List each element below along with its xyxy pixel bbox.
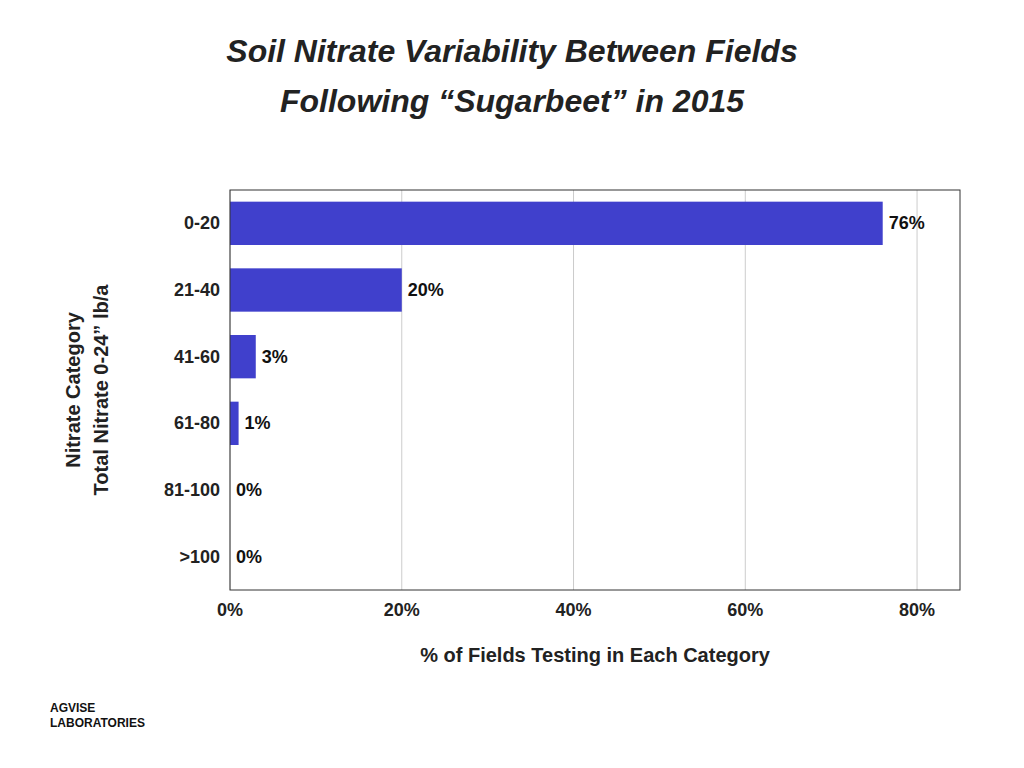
y-tick-label: >100 [179, 547, 220, 567]
data-label: 0% [236, 480, 262, 500]
y-axis: >100 81-100 61-80 41-60 21-40 0-20 [164, 213, 220, 566]
data-labels: 0% 0% 1% 3% 20% 76% [236, 213, 925, 566]
x-tick-label: 80% [899, 600, 935, 620]
grid-line [573, 190, 574, 590]
x-tick-label: 60% [727, 600, 763, 620]
bar [230, 335, 256, 378]
chart: Soil Nitrate Variability Between Fields F… [0, 0, 1024, 768]
plot-frame [230, 190, 960, 590]
bar [230, 202, 883, 245]
data-label: 1% [245, 413, 271, 433]
bars [230, 202, 883, 445]
subtitle: Following “Sugarbeet” in 2015 [280, 83, 745, 119]
y-tick-label: 21-40 [174, 280, 220, 300]
grid-line [917, 190, 918, 590]
data-label: 0% [236, 547, 262, 567]
x-axis: 0% 20% 40% 60% 80% [217, 600, 935, 620]
annotation: AGVISELABORATORIES [50, 701, 145, 730]
grid-line [745, 190, 746, 590]
bar [230, 402, 239, 445]
y-tick-label: 0-20 [184, 213, 220, 233]
grid [230, 190, 917, 590]
y-tick-label: 81-100 [164, 480, 220, 500]
y-axis-label: Total Nitrate 0-24” lb/a [90, 284, 112, 496]
x-axis-label: % of Fields Testing in Each Category [420, 644, 771, 666]
grid-line [401, 190, 402, 590]
chart-container: Soil Nitrate Variability Between Fields F… [0, 0, 1024, 768]
x-tick-label: 20% [384, 600, 420, 620]
y-tick-label: 41-60 [174, 347, 220, 367]
data-label: 76% [889, 213, 925, 233]
y-tick-label: 61-80 [174, 413, 220, 433]
x-tick-label: 40% [556, 600, 592, 620]
title: Soil Nitrate Variability Between Fields [226, 33, 797, 69]
data-label: 20% [408, 280, 444, 300]
x-tick-label: 0% [217, 600, 243, 620]
data-label: 3% [262, 347, 288, 367]
y-axis-label: Nitrate Category [62, 311, 84, 467]
bar [230, 268, 402, 311]
